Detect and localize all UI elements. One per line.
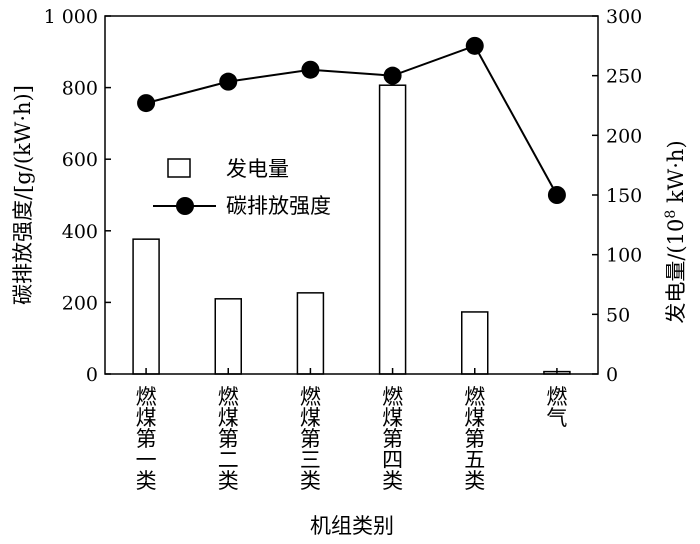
x-tick-label: 燃气 [546,385,567,430]
x-tick-label-char: 燃 [464,385,485,409]
bar [132,238,160,375]
x-tick-label-char: 燃 [382,385,403,409]
x-tick-label: 燃煤第三类 [300,385,321,493]
line-point [137,94,156,113]
legend-bar-label: 发电量 [226,157,289,181]
bar [461,311,489,375]
x-tick-label-char: 一 [136,448,157,472]
y-axis-right-title-prefix: 发电量/(10 [664,219,688,324]
x-tick-label-char: 煤 [300,406,321,430]
y-axis-right-title-suffix: kW·h) [664,140,688,209]
x-tick-label: 燃煤第二类 [218,385,239,493]
y-right-tick-label: 250 [606,66,642,88]
line-point [465,36,484,55]
x-tick-label: 燃煤第五类 [464,385,485,493]
y-axis-right-title: 发电量/(108 kW·h) [663,140,688,323]
legend-line-label: 碳排放强度 [226,194,331,218]
x-tick-label: 燃煤第四类 [382,385,403,493]
x-tick-label-char: 气 [546,406,567,430]
line-point [547,186,566,204]
y-axis-right-title-exponent: 8 [663,210,679,219]
bar [214,298,242,375]
x-tick-label-char: 煤 [464,406,485,430]
x-tick-label-char: 类 [136,469,157,493]
bar [378,84,407,375]
y-axis-left-title: 碳排放强度/[g/(kW·h)] [11,85,35,305]
x-tick-label-char: 燃 [218,385,239,409]
legend: 发电量 碳排放强度 [153,157,331,218]
x-tick-label-char: 类 [382,469,403,493]
y-right-tick-label: 150 [606,185,642,207]
left-axis-ticks: 0 200 400 600 800 1 000 [44,6,111,386]
x-tick-label: 燃煤第一类 [136,385,157,493]
line-point [383,66,402,85]
y-left-tick-label: 400 [62,221,98,243]
y-left-tick-label: 600 [62,149,98,171]
x-tick-label-char: 类 [300,469,321,493]
x-tick-label-char: 三 [300,448,321,472]
x-tick-label-char: 燃 [300,385,321,409]
legend-bar-swatch [167,158,191,178]
y-right-tick-label: 300 [606,6,642,28]
x-tick-label-char: 第 [300,427,321,451]
y-right-tick-label: 200 [606,125,642,147]
y-left-tick-label: 200 [62,292,98,314]
line-point [219,72,238,91]
x-tick-label-char: 类 [464,469,485,493]
x-tick-label-char: 燃 [136,385,157,409]
bar-series [132,84,571,375]
x-tick-label-char: 第 [136,427,157,451]
x-tick-label-char: 四 [382,448,403,472]
y-left-tick-label: 800 [62,78,98,100]
x-axis-title: 机组类别 [310,514,394,538]
x-tick-label-char: 类 [218,469,239,493]
y-right-tick-label: 50 [606,304,630,326]
x-tick-label-char: 燃 [546,385,567,409]
y-left-tick-label: 1 000 [44,6,98,28]
x-tick-label-char: 煤 [382,406,403,430]
y-left-tick-label: 0 [86,364,98,386]
legend-line-marker [176,197,194,215]
x-tick-label-char: 五 [464,448,485,472]
x-tick-label-char: 第 [218,427,239,451]
y-right-tick-label: 0 [606,364,618,386]
line-series [137,36,566,204]
bar [296,292,325,375]
line-point [301,60,320,79]
x-tick-label-char: 煤 [136,406,157,430]
plot-frame [104,15,599,375]
y-right-tick-label: 100 [606,245,642,267]
x-tick-label-char: 煤 [218,406,239,430]
right-axis-ticks: 0 50 100 150 200 250 300 [592,6,642,386]
x-tick-label-char: 第 [464,427,485,451]
x-tick-label-char: 第 [382,427,403,451]
line-path [145,44,558,196]
x-tick-label-char: 二 [218,448,239,472]
